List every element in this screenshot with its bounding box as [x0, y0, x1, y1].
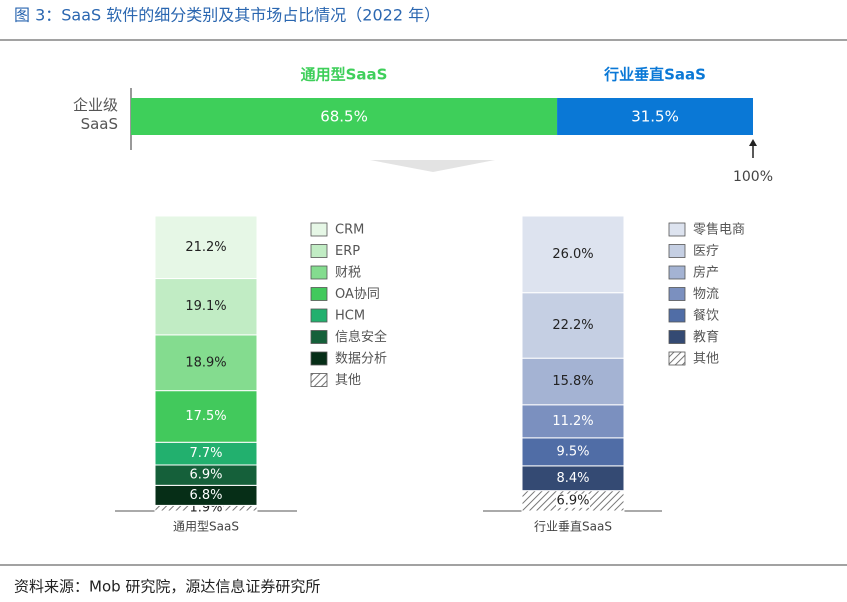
value-label: 18.9%: [185, 355, 226, 370]
legend-swatch: [310, 330, 328, 344]
legend-swatch: [668, 265, 686, 280]
series-name: 行业垂直SaaS: [603, 66, 706, 84]
series-name: 通用型SaaS: [301, 66, 388, 84]
title: 图 3：SaaS 软件的细分类别及其市场占比情况（2022 年）: [14, 6, 440, 25]
legend-swatch: [310, 308, 328, 323]
value-label: 19.1%: [185, 299, 226, 314]
legend-swatch: [668, 330, 686, 344]
value-label: 9.5%: [556, 444, 589, 459]
legend-label: 物流: [693, 287, 719, 302]
legend-swatch: [310, 287, 328, 301]
bar-segment: [521, 465, 625, 492]
legend-label: OA协同: [335, 287, 380, 302]
x-tick-label: 通用型SaaS: [173, 520, 239, 534]
bar-segment: [154, 215, 258, 280]
label-bg: [556, 493, 590, 508]
legend-label: 餐饮: [693, 308, 719, 324]
value-label: 68.5%: [320, 108, 368, 126]
bar-segment: [557, 98, 753, 135]
legend-label: 财税: [335, 266, 361, 281]
legend-label: 教育: [693, 329, 719, 345]
value-label: 31.5%: [631, 108, 679, 126]
source: 资料来源：Mob 研究院，源达信息证券研究所: [14, 578, 320, 596]
legend-label: 信息安全: [335, 329, 387, 345]
value-label: 17.5%: [185, 409, 226, 424]
legend-label: 房产: [693, 265, 719, 281]
value-label: 22.2%: [552, 318, 593, 333]
x-tick-label: 行业垂直SaaS: [534, 520, 612, 534]
value-label: 26.0%: [552, 247, 593, 262]
legend-label: 医疗: [693, 244, 719, 259]
value-label: 6.9%: [556, 493, 589, 508]
bar-segment: [131, 98, 558, 135]
legend-swatch: [310, 265, 328, 280]
category-label: 企业级 SaaS: [72, 96, 118, 133]
value-label: 15.8%: [552, 374, 593, 389]
legend-label: 数据分析: [335, 352, 387, 367]
legend-label: HCM: [335, 309, 365, 324]
legend-swatch: [668, 351, 686, 366]
legend-label: 其他: [335, 373, 361, 388]
value-label: 11.2%: [552, 414, 593, 429]
legend-swatch: [668, 244, 686, 258]
bar-segment: [154, 278, 258, 336]
legend-swatch: [310, 244, 328, 258]
bar-segment: [521, 404, 625, 439]
bar-segment: [521, 292, 625, 359]
legend-swatch: [668, 308, 686, 323]
value-label: 8.4%: [556, 471, 589, 486]
value-label: 21.2%: [185, 240, 226, 255]
chevron: [370, 160, 495, 172]
legend-swatch: [668, 287, 686, 301]
legend-label: ERP: [335, 244, 360, 259]
value-label: 7.7%: [189, 446, 222, 461]
value-label: 6.8%: [189, 488, 222, 503]
annotation: 100%: [733, 169, 773, 185]
value-label: 6.9%: [189, 468, 222, 483]
bar-segment: [521, 215, 625, 294]
legend-label: 其他: [693, 352, 719, 367]
legend-label: CRM: [335, 223, 364, 238]
legend-swatch: [668, 222, 686, 237]
arrow-head: [749, 139, 757, 146]
legend-swatch: [310, 222, 328, 237]
bar-segment: [154, 334, 258, 392]
legend-label: 零售电商: [693, 222, 745, 238]
legend-swatch: [310, 373, 328, 387]
legend-swatch: [310, 351, 328, 366]
